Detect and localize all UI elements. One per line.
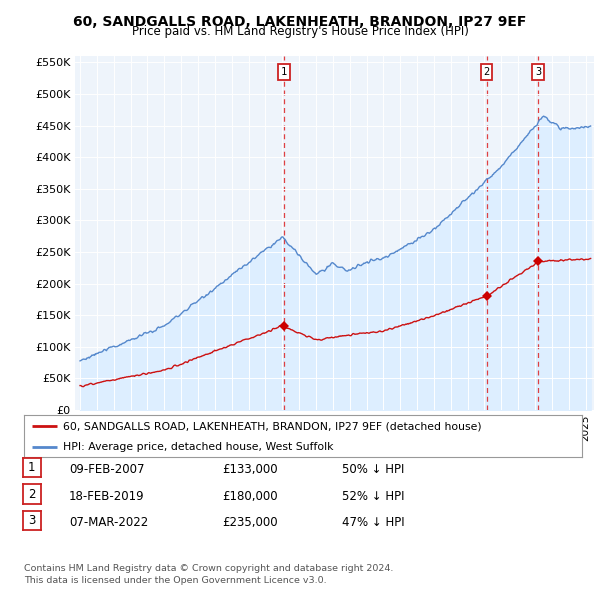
Text: Contains HM Land Registry data © Crown copyright and database right 2024.
This d: Contains HM Land Registry data © Crown c…: [24, 565, 394, 585]
Text: 07-MAR-2022: 07-MAR-2022: [69, 516, 148, 529]
Text: 60, SANDGALLS ROAD, LAKENHEATH, BRANDON, IP27 9EF: 60, SANDGALLS ROAD, LAKENHEATH, BRANDON,…: [73, 15, 527, 29]
Text: 1: 1: [28, 461, 35, 474]
Text: £180,000: £180,000: [222, 490, 278, 503]
Text: £133,000: £133,000: [222, 463, 278, 476]
Text: 2: 2: [28, 487, 35, 501]
Text: 1: 1: [281, 67, 287, 77]
Text: 2: 2: [484, 67, 490, 77]
Text: Price paid vs. HM Land Registry's House Price Index (HPI): Price paid vs. HM Land Registry's House …: [131, 25, 469, 38]
Text: 3: 3: [535, 67, 541, 77]
Text: 50% ↓ HPI: 50% ↓ HPI: [342, 463, 404, 476]
Text: £235,000: £235,000: [222, 516, 278, 529]
Text: 60, SANDGALLS ROAD, LAKENHEATH, BRANDON, IP27 9EF (detached house): 60, SANDGALLS ROAD, LAKENHEATH, BRANDON,…: [63, 421, 482, 431]
Text: HPI: Average price, detached house, West Suffolk: HPI: Average price, detached house, West…: [63, 442, 334, 451]
Text: 52% ↓ HPI: 52% ↓ HPI: [342, 490, 404, 503]
Text: 3: 3: [28, 514, 35, 527]
Text: 09-FEB-2007: 09-FEB-2007: [69, 463, 145, 476]
Text: 18-FEB-2019: 18-FEB-2019: [69, 490, 145, 503]
Text: 47% ↓ HPI: 47% ↓ HPI: [342, 516, 404, 529]
